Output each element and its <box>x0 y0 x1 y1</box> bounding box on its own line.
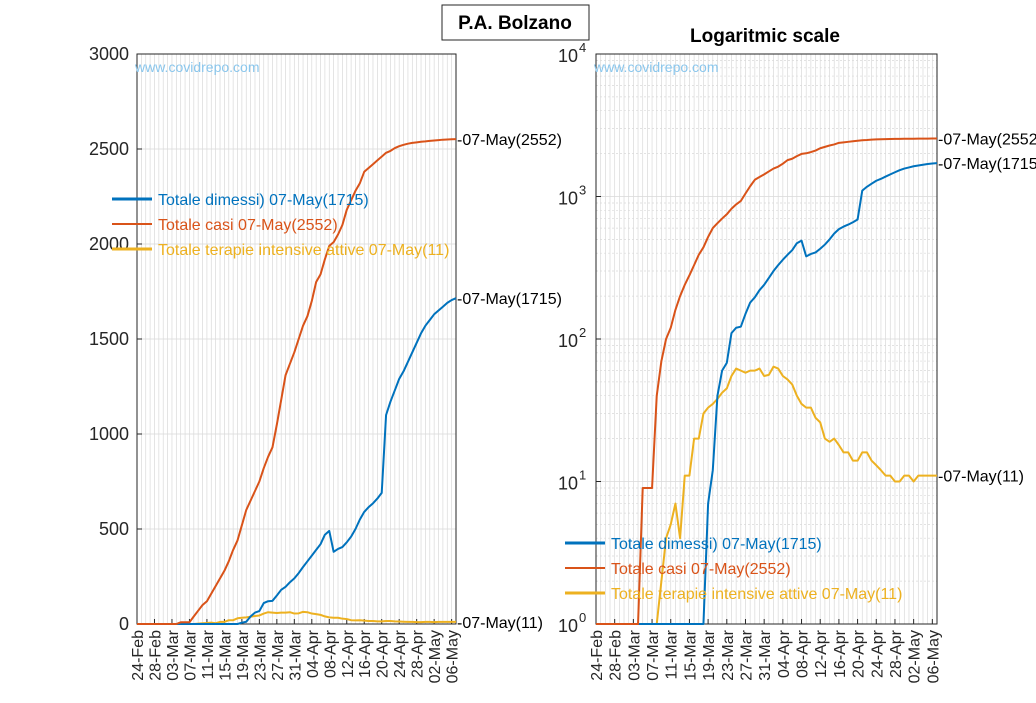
log-grid <box>595 54 938 625</box>
series-line-terapie <box>596 365 937 625</box>
end-label-dimessi: -07-May(1715) <box>457 291 562 308</box>
x-tick-label: 15-Mar <box>217 629 234 680</box>
main-title-box: P.A. Bolzano <box>441 4 590 41</box>
y-tick-label: 10 <box>558 46 578 66</box>
y-tick-label: 10 <box>558 331 578 351</box>
y-tick-exponent: 4 <box>579 40 586 55</box>
y-tick-label: 3000 <box>89 44 129 64</box>
log-x-ticks: 24-Feb 28-Feb 03-Mar 07-Mar 11-Mar 15-Mar 19-M… <box>589 619 942 683</box>
x-tick-label: 06-May <box>445 630 462 683</box>
x-tick-label: 24-Apr <box>869 629 886 678</box>
x-tick-label: 27-Mar <box>270 629 287 680</box>
x-tick-label: 15-Mar <box>682 629 699 680</box>
y-tick-exponent: 3 <box>579 183 586 198</box>
linear-series <box>137 138 457 625</box>
series-line-casi <box>596 137 938 625</box>
legend-entry-dimessi: Totale dimessi) 07-May(1715) <box>611 536 822 553</box>
main-title: P.A. Bolzano <box>458 13 572 34</box>
x-tick-label: 20-Apr <box>851 629 868 678</box>
x-tick-label: 02-May <box>427 630 444 683</box>
series-line-casi <box>137 138 457 625</box>
end-label-terapie: -07-May(11) <box>938 469 1024 486</box>
x-tick-label: 28-Feb <box>147 630 164 681</box>
x-tick-label: 31-Mar <box>287 629 304 680</box>
log-legend: Totale dimessi) 07-May(1715) Totale casi … <box>565 536 902 603</box>
x-tick-label: 11-Mar <box>664 629 681 679</box>
y-tick-label: 10 <box>558 616 578 636</box>
series-line-terapie <box>137 610 456 625</box>
x-tick-label: 16-Apr <box>357 629 374 678</box>
log-series <box>596 137 938 625</box>
x-tick-label: 16-Apr <box>832 629 849 678</box>
x-tick-label: 08-Apr <box>322 629 339 678</box>
x-tick-label: 24-Feb <box>130 630 147 681</box>
x-tick-label: 04-Apr <box>305 629 322 678</box>
linear-end-labels: -07-May(2552) -07-May(1715) -07-May(11) <box>457 132 562 632</box>
x-tick-label: 19-Mar <box>701 629 718 680</box>
x-tick-label: 27-Mar <box>738 629 755 680</box>
linear-legend: Totale dimessi) 07-May(1715) Totale casi … <box>112 192 449 259</box>
x-tick-label: 03-Mar <box>626 629 643 680</box>
end-label-terapie: -07-May(11) <box>457 615 543 632</box>
x-tick-label: 24-Feb <box>589 630 606 681</box>
y-tick-label: 10 <box>558 474 578 494</box>
x-tick-label: 12-Apr <box>813 629 830 678</box>
legend-entry-dimessi: Totale dimessi) 07-May(1715) <box>158 192 369 209</box>
legend-entry-casi: Totale casi 07-May(2552) <box>611 561 791 578</box>
x-tick-label: 19-Mar <box>235 629 252 680</box>
x-tick-label: 28-Apr <box>410 629 427 678</box>
linear-x-ticks: 24-Feb 28-Feb 03-Mar 07-Mar 11-Mar 15-Mar 19-M… <box>130 619 462 683</box>
y-tick-label: 0 <box>119 614 129 634</box>
log-end-labels: -07-May(2552) -07-May(1715) -07-May(11) <box>938 132 1036 486</box>
x-tick-label: 24-Apr <box>392 629 409 678</box>
y-tick-exponent: 2 <box>579 325 586 340</box>
legend-entry-terapie: Totale terapie intensive attive 07-May(1… <box>158 242 449 259</box>
y-tick-exponent: 0 <box>579 610 586 625</box>
log-watermark: www.covidrepo.com <box>593 59 719 75</box>
y-tick-label: 500 <box>99 519 129 539</box>
x-tick-label: 28-Apr <box>888 629 905 678</box>
y-tick-label: 2000 <box>89 234 129 254</box>
x-tick-label: 06-May <box>925 630 942 683</box>
end-label-casi: -07-May(2552) <box>457 132 562 149</box>
log-chart-title: Logaritmic scale <box>690 26 840 47</box>
end-label-casi: -07-May(2552) <box>938 132 1036 149</box>
x-tick-label: 23-Mar <box>720 629 737 680</box>
legend-entry-casi: Totale casi 07-May(2552) <box>158 217 338 234</box>
y-tick-label: 2500 <box>89 139 129 159</box>
x-tick-label: 11-Mar <box>200 629 217 679</box>
x-tick-label: 07-Mar <box>645 629 662 680</box>
x-tick-label: 03-Mar <box>165 629 182 680</box>
series-line-dimessi <box>137 297 457 625</box>
linear-watermark: www.covidrepo.com <box>134 59 260 75</box>
x-tick-label: 28-Feb <box>608 630 625 681</box>
x-tick-label: 23-Mar <box>252 629 269 680</box>
x-tick-label: 20-Apr <box>375 629 392 678</box>
y-tick-label: 1000 <box>89 424 129 444</box>
x-tick-label: 12-Apr <box>340 629 357 678</box>
x-tick-label: 08-Apr <box>795 629 812 678</box>
y-tick-exponent: 1 <box>579 468 586 483</box>
linear-y-ticks: 0 500 1000 1500 2000 2500 3000 <box>89 44 142 634</box>
series-line-dimessi <box>596 162 938 625</box>
x-tick-label: 07-Mar <box>182 629 199 680</box>
x-tick-label: 02-May <box>907 630 924 683</box>
x-tick-label: 04-Apr <box>776 629 793 678</box>
y-tick-label: 1500 <box>89 329 129 349</box>
linear-chart: 0 500 1000 1500 2000 2500 3000 24-Feb 28-Feb 03-… <box>89 44 562 683</box>
y-tick-label: 10 <box>558 189 578 209</box>
end-label-dimessi: -07-May(1715) <box>938 156 1036 173</box>
linear-grid <box>136 53 457 625</box>
x-tick-label: 31-Mar <box>757 629 774 680</box>
legend-entry-terapie: Totale terapie intensive attive 07-May(1… <box>611 586 902 603</box>
